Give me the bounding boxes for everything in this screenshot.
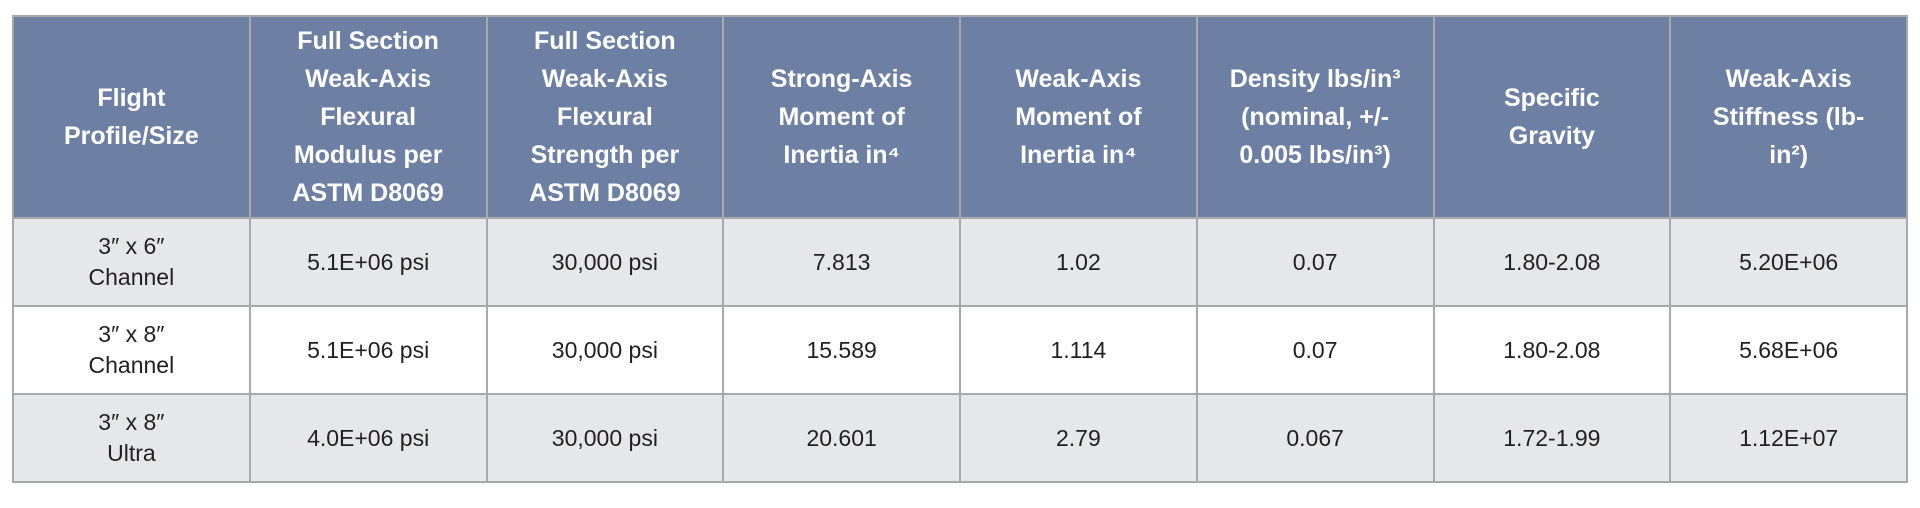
table-cell: 3″ x 6″ Channel xyxy=(12,217,251,307)
table-cell: 5.1E+06 psi xyxy=(248,305,488,395)
header-cell: Strong-Axis Moment of Inertia in⁴ xyxy=(722,15,961,219)
table-cell: 1.12E+07 xyxy=(1669,393,1908,483)
table-cell: 1.72-1.99 xyxy=(1432,393,1672,483)
table-cell: 7.813 xyxy=(722,217,961,307)
header-cell: Density lbs/in³ (nominal, +/- 0.005 lbs/… xyxy=(1195,15,1435,219)
table-cell: 0.07 xyxy=(1195,217,1435,307)
table-cell: 1.80-2.08 xyxy=(1432,305,1672,395)
table-row: 3″ x 6″ Channel 5.1E+06 psi 30,000 psi 7.81… xyxy=(12,217,1908,307)
table-cell: 3″ x 8″ Channel xyxy=(12,305,251,395)
table-cell: 30,000 psi xyxy=(485,305,725,395)
table-cell: 2.79 xyxy=(959,393,1198,483)
spec-table: Flight Profile/Size Full Section Weak-Axi… xyxy=(12,15,1908,483)
table-cell: 30,000 psi xyxy=(485,217,725,307)
table-cell: 30,000 psi xyxy=(485,393,725,483)
header-row: Flight Profile/Size Full Section Weak-Axi… xyxy=(12,15,1908,219)
table-head: Flight Profile/Size Full Section Weak-Axi… xyxy=(12,15,1908,219)
table-cell: 5.1E+06 psi xyxy=(248,217,488,307)
row-label: 3″ x 8″ Ultra xyxy=(98,409,165,466)
header-cell: Specific Gravity xyxy=(1432,15,1672,219)
table-cell: 3″ x 8″ Ultra xyxy=(12,393,251,483)
header-cell: Full Section Weak-Axis Flexural Modulus … xyxy=(248,15,488,219)
header-cell: Flight Profile/Size xyxy=(12,15,251,219)
table-cell: 20.601 xyxy=(722,393,961,483)
table-cell: 1.114 xyxy=(959,305,1198,395)
table-cell: 5.68E+06 xyxy=(1669,305,1908,395)
header-cell: Full Section Weak-Axis Flexural Strength… xyxy=(485,15,725,219)
table-cell: 1.80-2.08 xyxy=(1432,217,1672,307)
table-row: 3″ x 8″ Ultra 4.0E+06 psi 30,000 psi 20.601… xyxy=(12,393,1908,483)
table-row: 3″ x 8″ Channel 5.1E+06 psi 30,000 psi 15.5… xyxy=(12,305,1908,395)
row-label: 3″ x 8″ Channel xyxy=(88,321,175,378)
table-cell: 0.07 xyxy=(1195,305,1435,395)
table-cell: 4.0E+06 psi xyxy=(248,393,488,483)
table-cell: 5.20E+06 xyxy=(1669,217,1908,307)
table-cell: 15.589 xyxy=(722,305,961,395)
header-cell: Weak-Axis Stiffness (lb-in²) xyxy=(1669,15,1908,219)
table-cell: 0.067 xyxy=(1195,393,1435,483)
table-body: 3″ x 6″ Channel 5.1E+06 psi 30,000 psi 7.81… xyxy=(12,217,1908,483)
header-cell: Weak-Axis Moment of Inertia in⁴ xyxy=(959,15,1198,219)
row-label: 3″ x 6″ Channel xyxy=(88,233,175,290)
table-cell: 1.02 xyxy=(959,217,1198,307)
